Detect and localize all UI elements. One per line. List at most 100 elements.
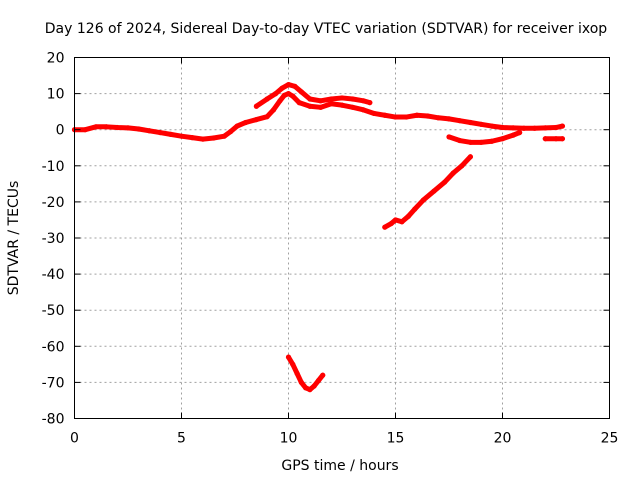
data-layer — [71, 81, 566, 393]
x-tick-label: 25 — [601, 431, 619, 447]
data-point — [307, 387, 313, 393]
series-6 — [285, 354, 326, 393]
data-point — [298, 379, 304, 385]
data-point — [559, 123, 566, 129]
data-point — [93, 124, 99, 130]
data-point — [221, 133, 227, 139]
data-point — [290, 93, 296, 99]
y-tick-label: -80 — [42, 412, 65, 428]
x-tick-label: 0 — [70, 431, 79, 447]
x-tick-label: 15 — [387, 431, 405, 447]
data-point — [388, 220, 394, 227]
data-point — [414, 112, 420, 118]
data-point — [392, 114, 399, 120]
data-point — [360, 107, 366, 113]
data-point — [114, 124, 120, 131]
series-1 — [71, 91, 566, 142]
data-point — [499, 124, 506, 131]
data-point — [382, 224, 388, 230]
data-point — [285, 91, 292, 97]
x-tick-label: 20 — [494, 431, 512, 447]
data-point — [499, 136, 506, 142]
data-point — [264, 96, 270, 102]
chart-title: Day 126 of 2024, Sidereal Day-to-day VTE… — [45, 21, 608, 37]
x-tick-label: 10 — [280, 431, 298, 447]
data-point — [285, 81, 292, 88]
data-point — [243, 119, 249, 126]
data-point — [311, 383, 317, 389]
data-point — [446, 134, 452, 140]
data-point — [294, 370, 300, 376]
data-point — [318, 98, 324, 104]
series-3 — [446, 129, 523, 145]
data-point — [279, 85, 285, 91]
data-point — [168, 131, 174, 137]
series-4 — [542, 136, 566, 142]
data-point — [307, 103, 313, 109]
data-point — [157, 129, 163, 136]
data-point — [350, 104, 356, 110]
data-point — [532, 125, 538, 131]
data-point — [489, 123, 495, 129]
data-point — [510, 125, 516, 131]
data-point — [339, 95, 345, 101]
data-point — [517, 129, 523, 136]
data-point — [136, 126, 142, 132]
data-point — [425, 113, 431, 119]
y-tick-label: -60 — [42, 339, 65, 355]
data-point — [211, 135, 217, 141]
series-line — [253, 82, 373, 109]
data-point — [292, 83, 298, 89]
data-point — [403, 114, 409, 120]
data-point — [264, 114, 270, 120]
data-point — [228, 128, 234, 135]
x-tick-label: 5 — [177, 431, 186, 447]
data-point — [189, 135, 195, 141]
series-5 — [382, 154, 473, 230]
data-point — [457, 137, 463, 144]
series-line — [382, 154, 473, 230]
data-point — [553, 136, 559, 142]
data-point — [253, 103, 259, 109]
data-point — [510, 132, 516, 138]
data-point — [450, 170, 456, 176]
data-point — [467, 139, 473, 145]
data-point — [399, 219, 405, 225]
data-point — [234, 123, 240, 129]
y-tick-label: 20 — [47, 51, 65, 67]
data-point — [273, 91, 279, 97]
data-point — [296, 100, 302, 106]
y-tick-label: -40 — [42, 267, 65, 283]
data-point — [104, 124, 110, 130]
data-point — [320, 372, 326, 378]
data-point — [285, 354, 292, 360]
data-point — [290, 361, 296, 367]
data-point — [178, 133, 185, 139]
data-point — [405, 213, 411, 219]
data-point — [200, 136, 206, 142]
data-point — [277, 98, 283, 104]
data-point — [270, 107, 277, 113]
grid — [74, 57, 610, 419]
y-tick-label: 0 — [56, 123, 65, 139]
data-point — [303, 385, 309, 391]
y-tick-label: -70 — [42, 375, 65, 391]
data-point — [367, 100, 373, 106]
data-point — [420, 197, 426, 203]
y-tick-label: -30 — [42, 231, 65, 247]
series-2 — [253, 81, 373, 109]
data-point — [478, 139, 484, 145]
data-point — [412, 206, 418, 212]
y-tick-label: -10 — [42, 159, 65, 175]
data-point — [442, 179, 448, 185]
data-point — [339, 102, 345, 108]
data-point — [82, 127, 88, 133]
data-point — [328, 101, 334, 107]
data-point — [360, 98, 366, 104]
data-point — [489, 138, 495, 144]
data-point — [253, 116, 259, 123]
data-point — [467, 119, 473, 126]
data-point — [328, 96, 334, 102]
data-point — [382, 112, 388, 118]
data-point — [459, 163, 465, 169]
